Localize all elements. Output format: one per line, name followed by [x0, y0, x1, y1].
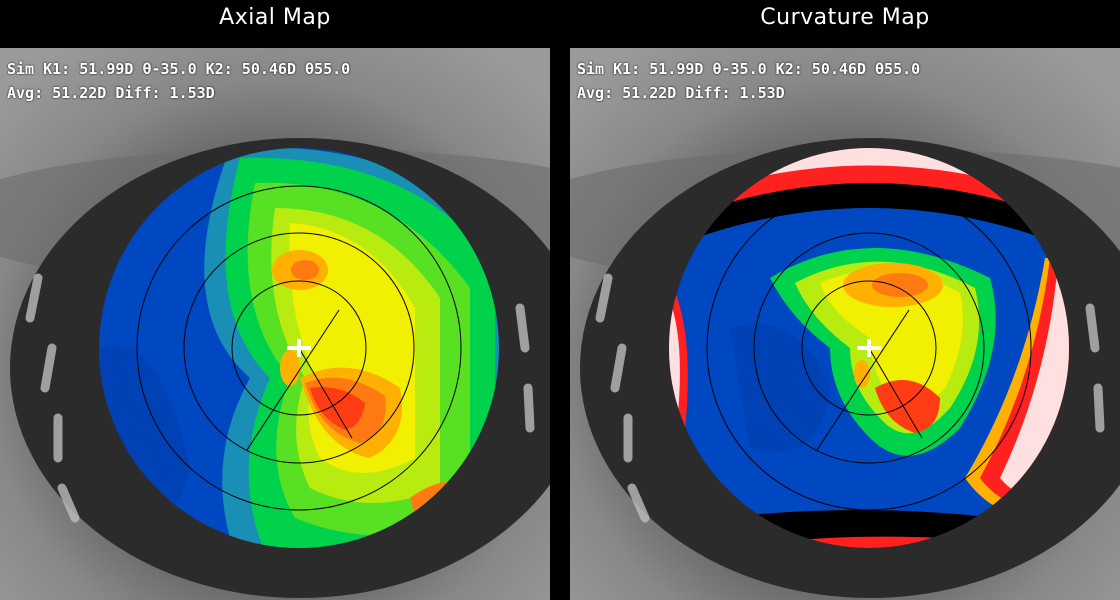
panel-title: Curvature Map — [760, 5, 930, 30]
average-readings: Avg: 51.22D Diff: 1.53D — [577, 84, 785, 102]
curvature-map-panel: Curvature Map — [570, 0, 1120, 600]
ring-overlay — [706, 185, 1032, 511]
axial-map-image — [0, 48, 550, 600]
center-cross-marker — [287, 339, 311, 357]
eyelash-reflections — [25, 273, 535, 523]
average-readings: Avg: 51.22D Diff: 1.53D — [7, 84, 215, 102]
panel-divider — [550, 0, 570, 600]
center-cross-marker — [857, 339, 881, 357]
k-readings: Sim K1: 51.99D θ-35.0 K2: 50.46D θ55.0 — [577, 60, 921, 78]
k-readings: Sim K1: 51.99D θ-35.0 K2: 50.46D θ55.0 — [7, 60, 351, 78]
curvature-map-image — [570, 48, 1120, 600]
ring-overlay — [136, 185, 462, 511]
eyelash-reflections — [595, 273, 1105, 523]
panel-title: Axial Map — [219, 5, 331, 30]
curvature-map-view[interactable] — [570, 48, 1120, 600]
axial-map-view[interactable] — [0, 48, 550, 600]
axial-map-panel: Axial Map — [0, 0, 550, 600]
